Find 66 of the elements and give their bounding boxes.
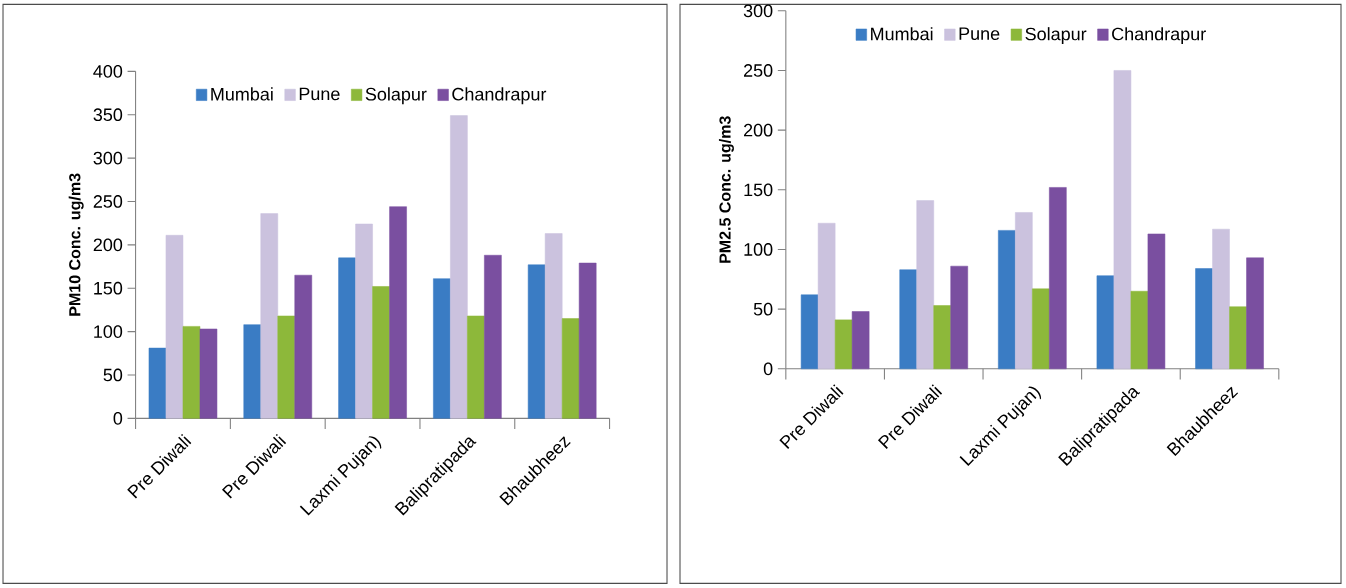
bar (277, 315, 296, 419)
bar (916, 200, 934, 369)
bar (372, 286, 390, 419)
bar (527, 264, 546, 419)
bar (338, 257, 356, 419)
bar (182, 325, 201, 419)
bar (467, 315, 485, 419)
bar (950, 265, 968, 369)
legend-label: Chandrapur (452, 87, 547, 104)
bar (1229, 306, 1247, 369)
y-tick-label: 150 (744, 183, 773, 196)
bar (544, 233, 563, 419)
bar (389, 206, 407, 419)
bar (1130, 290, 1149, 369)
bar (933, 305, 951, 369)
bar (561, 318, 580, 419)
bar (1195, 268, 1213, 369)
y-tick-label: 250 (743, 63, 773, 77)
y-tick-label: 300 (743, 4, 773, 17)
bar (1147, 233, 1166, 369)
bar (899, 269, 917, 369)
legend-label: Solapur (1025, 26, 1087, 44)
bar (817, 222, 836, 369)
bar (355, 223, 373, 419)
y-tick-label: 250 (93, 194, 123, 208)
y-tick-label: 300 (93, 151, 123, 165)
bar (1113, 70, 1132, 369)
legend-label: Mumbai (211, 87, 273, 101)
legend-label: Solapur (365, 87, 427, 104)
y-tick-label: 350 (93, 108, 123, 121)
bar (243, 324, 262, 419)
y-axis-title: PM10 Conc. ug/m3 (68, 173, 84, 316)
y-tick-label: 200 (93, 238, 123, 252)
bar (148, 347, 167, 419)
bar (484, 254, 502, 419)
bar (1015, 212, 1033, 369)
y-tick-label: 400 (93, 64, 123, 78)
bar (199, 328, 218, 419)
legend-label: Pune (299, 87, 340, 101)
bar (1096, 275, 1115, 369)
bar (1246, 257, 1264, 369)
legend-label: Chandrapur (1112, 26, 1206, 44)
bar (1049, 186, 1067, 369)
bar (578, 262, 597, 419)
y-tick-label: 200 (743, 123, 773, 137)
bar (260, 213, 279, 419)
bar (1032, 288, 1050, 369)
y-tick-label: 100 (744, 242, 773, 256)
bar (1212, 228, 1230, 369)
bar (165, 234, 184, 419)
y-axis-title: PM2.5 Conc. ug/m3 (718, 116, 734, 263)
y-tick-label: 0 (763, 362, 773, 375)
legend-label: Mumbai (871, 26, 933, 41)
bar (433, 278, 451, 419)
y-tick-label: 50 (753, 302, 773, 316)
legend-label: Pune (959, 27, 1000, 40)
y-tick-label: 0 (113, 411, 123, 425)
y-tick-label: 100 (94, 325, 123, 338)
bar (851, 311, 870, 369)
bar (450, 115, 468, 419)
bar (294, 274, 313, 419)
y-tick-label: 50 (103, 368, 123, 382)
bar (834, 319, 853, 369)
y-tick-label: 150 (94, 281, 123, 295)
bar (998, 229, 1016, 369)
bar (800, 294, 819, 369)
